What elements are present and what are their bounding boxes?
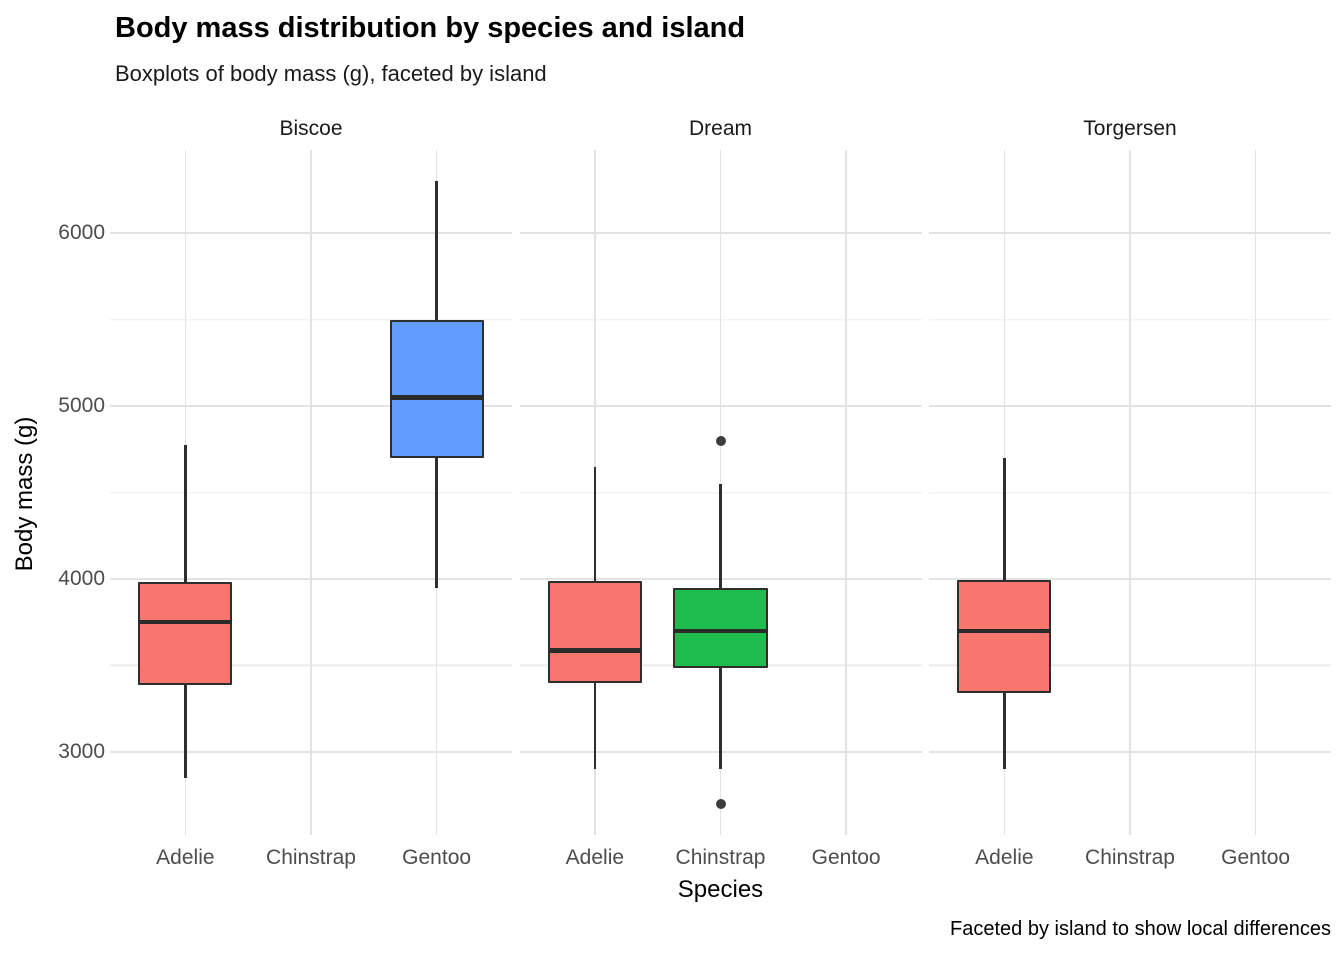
gridline-vertical <box>1129 150 1131 835</box>
outlier-point <box>715 435 726 446</box>
chart-title: Body mass distribution by species and is… <box>115 12 746 44</box>
x-tick-label: Gentoo <box>402 846 472 869</box>
y-axis-title: Body mass (g) <box>11 416 38 572</box>
boxplot-median <box>138 619 233 625</box>
facet-strip: Dream <box>688 117 752 140</box>
x-tick-label: Chinstrap <box>675 846 766 869</box>
outlier-point <box>715 798 726 809</box>
x-tick-label: Gentoo <box>1221 846 1291 869</box>
x-tick-label: Adelie <box>975 846 1034 869</box>
chart-caption: Faceted by island to show local differen… <box>950 918 1331 940</box>
y-tick-label: 5000 <box>58 394 105 417</box>
gridline-vertical <box>1254 150 1257 835</box>
boxplot-median <box>957 628 1052 634</box>
boxplot-box <box>547 581 642 683</box>
x-tick-label: Chinstrap <box>266 846 356 869</box>
gridline-vertical <box>310 150 312 835</box>
boxplot-median <box>389 395 484 400</box>
y-tick-label: 4000 <box>58 566 105 590</box>
x-tick-label: Gentoo <box>811 846 881 869</box>
boxplot-box <box>138 581 233 686</box>
boxplot-box <box>389 319 484 458</box>
gridline-vertical <box>845 150 847 835</box>
y-tick-label: 6000 <box>58 221 105 245</box>
boxplot-median <box>547 648 642 653</box>
facet-strip: Torgersen <box>1083 117 1177 140</box>
x-tick-label: Adelie <box>156 846 215 869</box>
chart-subtitle: Boxplots of body mass (g), faceted by is… <box>115 61 547 86</box>
x-axis-title: Species <box>677 876 764 903</box>
x-tick-label: Chinstrap <box>1085 846 1175 869</box>
boxplot-box <box>957 579 1052 694</box>
facet-strip: Biscoe <box>279 117 343 140</box>
boxplot-box <box>673 587 768 668</box>
y-tick-label: 3000 <box>58 739 105 763</box>
boxplot-median <box>673 628 768 634</box>
x-tick-label: Adelie <box>565 846 625 869</box>
